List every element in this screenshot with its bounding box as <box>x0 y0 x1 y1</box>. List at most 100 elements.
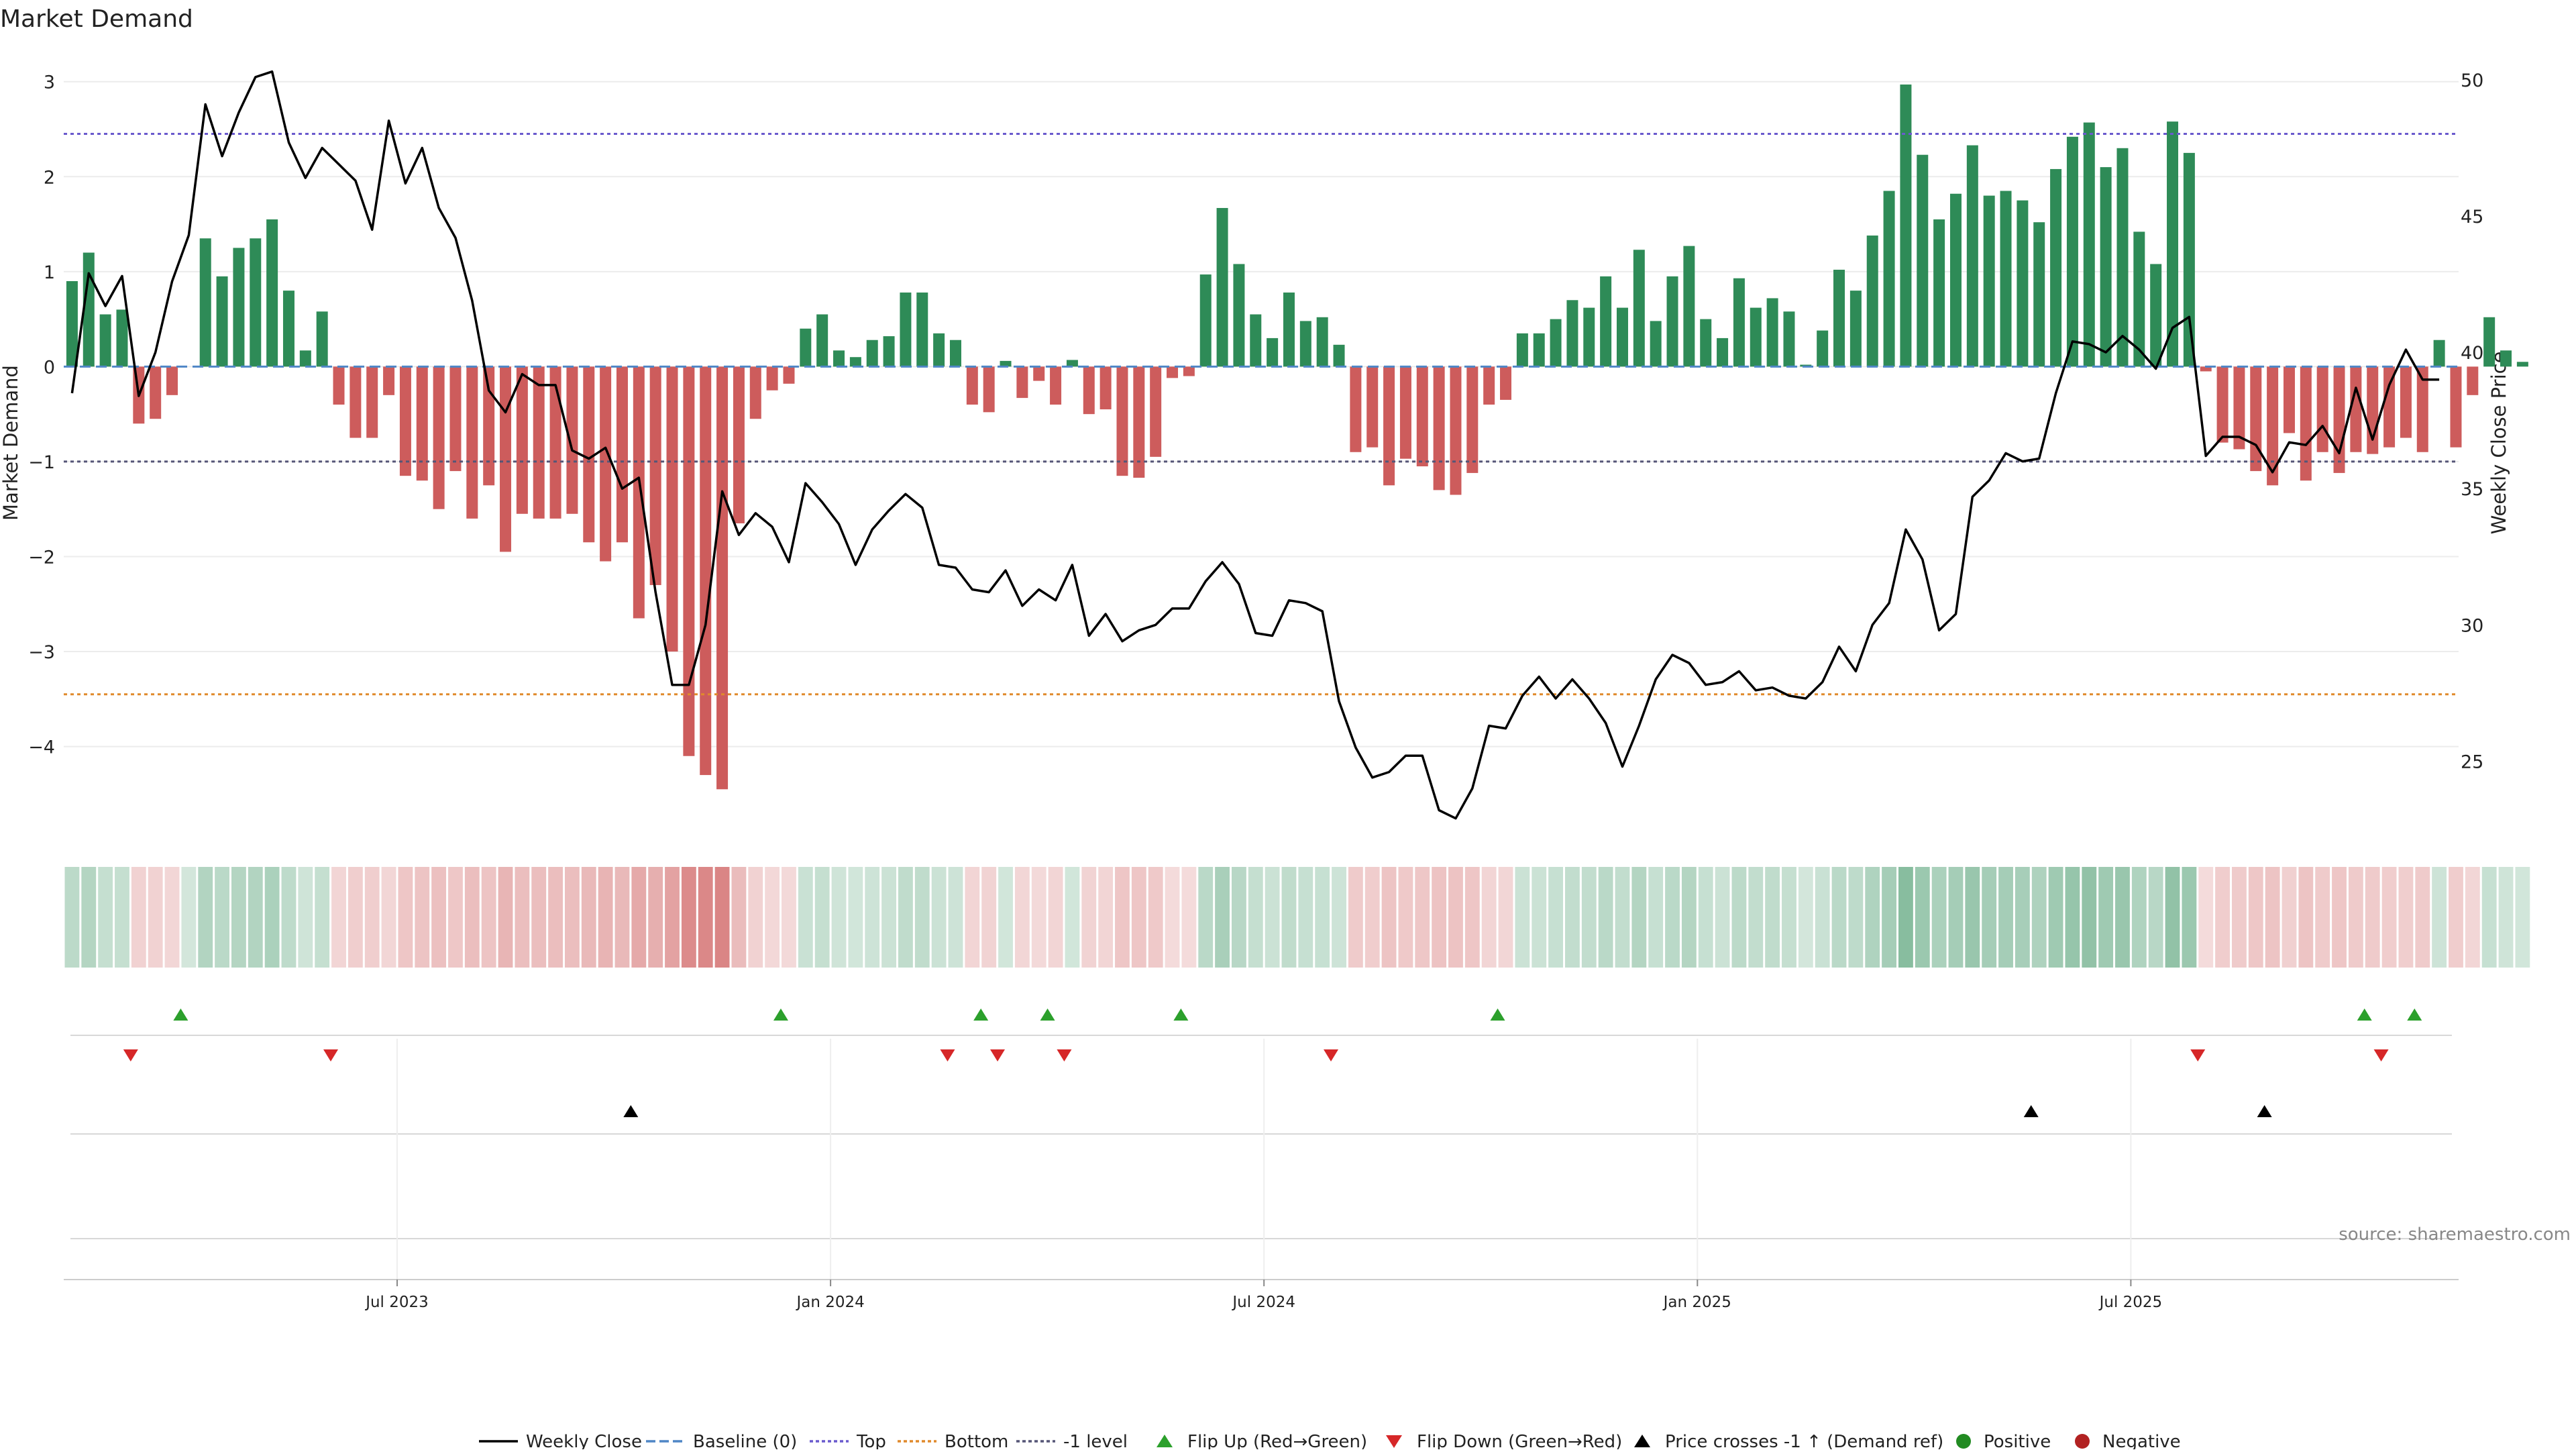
legend-marker <box>1386 1435 1402 1448</box>
heat-cell <box>2332 867 2347 968</box>
flip-up-marker <box>773 1008 788 1021</box>
demand-bar-positive <box>116 309 128 367</box>
heat-cell <box>1432 867 1447 968</box>
demand-bar-positive <box>1750 307 1762 367</box>
heat-cell <box>731 867 747 968</box>
demand-bar-negative <box>566 366 578 514</box>
y-axis-label-right: Weekly Close Price <box>2487 352 2510 535</box>
demand-bar-negative <box>616 366 628 543</box>
demand-bar-negative <box>500 366 512 552</box>
heat-cell <box>1481 867 1497 968</box>
demand-bar-negative <box>1399 366 1411 459</box>
demand-bar-positive <box>316 311 328 367</box>
demand-bar-negative <box>2467 366 2479 395</box>
heat-cell <box>2398 867 2414 968</box>
heat-cell <box>881 867 896 968</box>
heat-cell <box>1681 867 1697 968</box>
demand-bar-positive <box>1250 314 1262 367</box>
demand-bar-negative <box>1083 366 1095 415</box>
demand-bar-positive <box>1233 264 1245 367</box>
demand-bar-negative <box>1433 366 1445 490</box>
demand-bar-positive <box>849 357 861 367</box>
heat-cell <box>698 867 713 968</box>
chart-title: Market Demand <box>0 5 193 33</box>
demand-bar-negative <box>1383 366 1395 486</box>
x-tick-label: Jan 2024 <box>795 1294 864 1311</box>
y-axis-label-left: Market Demand <box>0 365 22 521</box>
demand-bar-positive <box>1900 84 1912 367</box>
heat-cell <box>1065 867 1080 968</box>
x-tick-label: Jul 2023 <box>364 1294 429 1311</box>
heat-cell <box>2182 867 2197 968</box>
heat-cell <box>1965 867 1980 968</box>
heat-cell <box>1865 867 1880 968</box>
heat-cell <box>1098 867 1114 968</box>
heat-cell <box>2065 867 2080 968</box>
demand-bar-negative <box>2450 366 2462 448</box>
heat-cell <box>2282 867 2297 968</box>
left-y-tick-label: −3 <box>28 642 55 663</box>
demand-bar-negative <box>383 366 395 395</box>
demand-bar-negative <box>399 366 411 476</box>
demand-bar-negative <box>2250 366 2262 472</box>
demand-bar-negative <box>2233 366 2245 450</box>
demand-bar-negative <box>533 366 545 519</box>
heat-cell <box>1281 867 1297 968</box>
heat-cell <box>2098 867 2114 968</box>
heat-cell <box>98 867 113 968</box>
heat-cell <box>2048 867 2063 968</box>
right-y-tick-label: 30 <box>2461 615 2483 636</box>
demand-bar-positive <box>1616 307 1628 367</box>
demand-bar-positive <box>1883 191 1895 367</box>
heat-cell <box>981 867 997 968</box>
heat-cell <box>2515 867 2530 968</box>
heat-cell <box>1464 867 1480 968</box>
legend-marker <box>1157 1435 1173 1447</box>
legend-label: Positive <box>1984 1432 2051 1449</box>
heat-cell <box>148 867 163 968</box>
demand-bar-positive <box>1199 274 1212 367</box>
demand-bar-negative <box>1116 366 1128 476</box>
demand-bar-positive <box>1550 319 1562 367</box>
heat-cell <box>164 867 180 968</box>
heat-cell <box>64 867 80 968</box>
heat-cell <box>782 867 796 968</box>
demand-bar-positive <box>1216 207 1228 367</box>
heat-cell <box>448 867 463 968</box>
demand-bar-positive <box>1983 195 1995 367</box>
demand-bar-negative <box>333 366 345 405</box>
demand-bar-positive <box>199 238 211 367</box>
heat-cell <box>2365 867 2380 968</box>
left-y-tick-label: 0 <box>44 357 55 378</box>
heat-cell <box>464 867 480 968</box>
demand-bar-positive <box>1783 311 1795 367</box>
heat-cell <box>1381 867 1397 968</box>
demand-bar-negative <box>600 366 612 562</box>
legend-label: Flip Up (Red→Green) <box>1187 1432 1367 1449</box>
demand-bar-negative <box>483 366 495 486</box>
demand-bar-negative <box>633 366 645 619</box>
heat-cell <box>831 867 847 968</box>
price-cross-marker <box>2023 1105 2039 1117</box>
heat-cell <box>665 867 680 968</box>
demand-bar-negative <box>1450 366 1462 495</box>
demand-bar-positive <box>916 292 928 367</box>
x-tick-label: Jul 2025 <box>2098 1294 2163 1311</box>
flip-up-marker <box>1490 1008 1505 1021</box>
demand-bar-negative <box>733 366 745 523</box>
heat-cell <box>181 867 197 968</box>
heat-cell <box>1882 867 1896 968</box>
demand-bar-negative <box>1483 366 1495 405</box>
heat-cell <box>1831 867 1847 968</box>
demand-bar-positive <box>1666 276 1678 367</box>
flip-up-marker <box>1040 1008 1055 1021</box>
demand-bar-positive <box>2050 168 2062 367</box>
heat-cell <box>2115 867 2130 968</box>
demand-bar-positive <box>800 328 812 367</box>
heat-cell <box>1798 867 1813 968</box>
demand-bar-negative <box>2400 366 2412 438</box>
left-y-tick-label: −2 <box>28 547 55 568</box>
demand-bar-positive <box>1299 321 1311 367</box>
demand-bar-positive <box>66 280 78 367</box>
legend-marker <box>1634 1435 1650 1447</box>
